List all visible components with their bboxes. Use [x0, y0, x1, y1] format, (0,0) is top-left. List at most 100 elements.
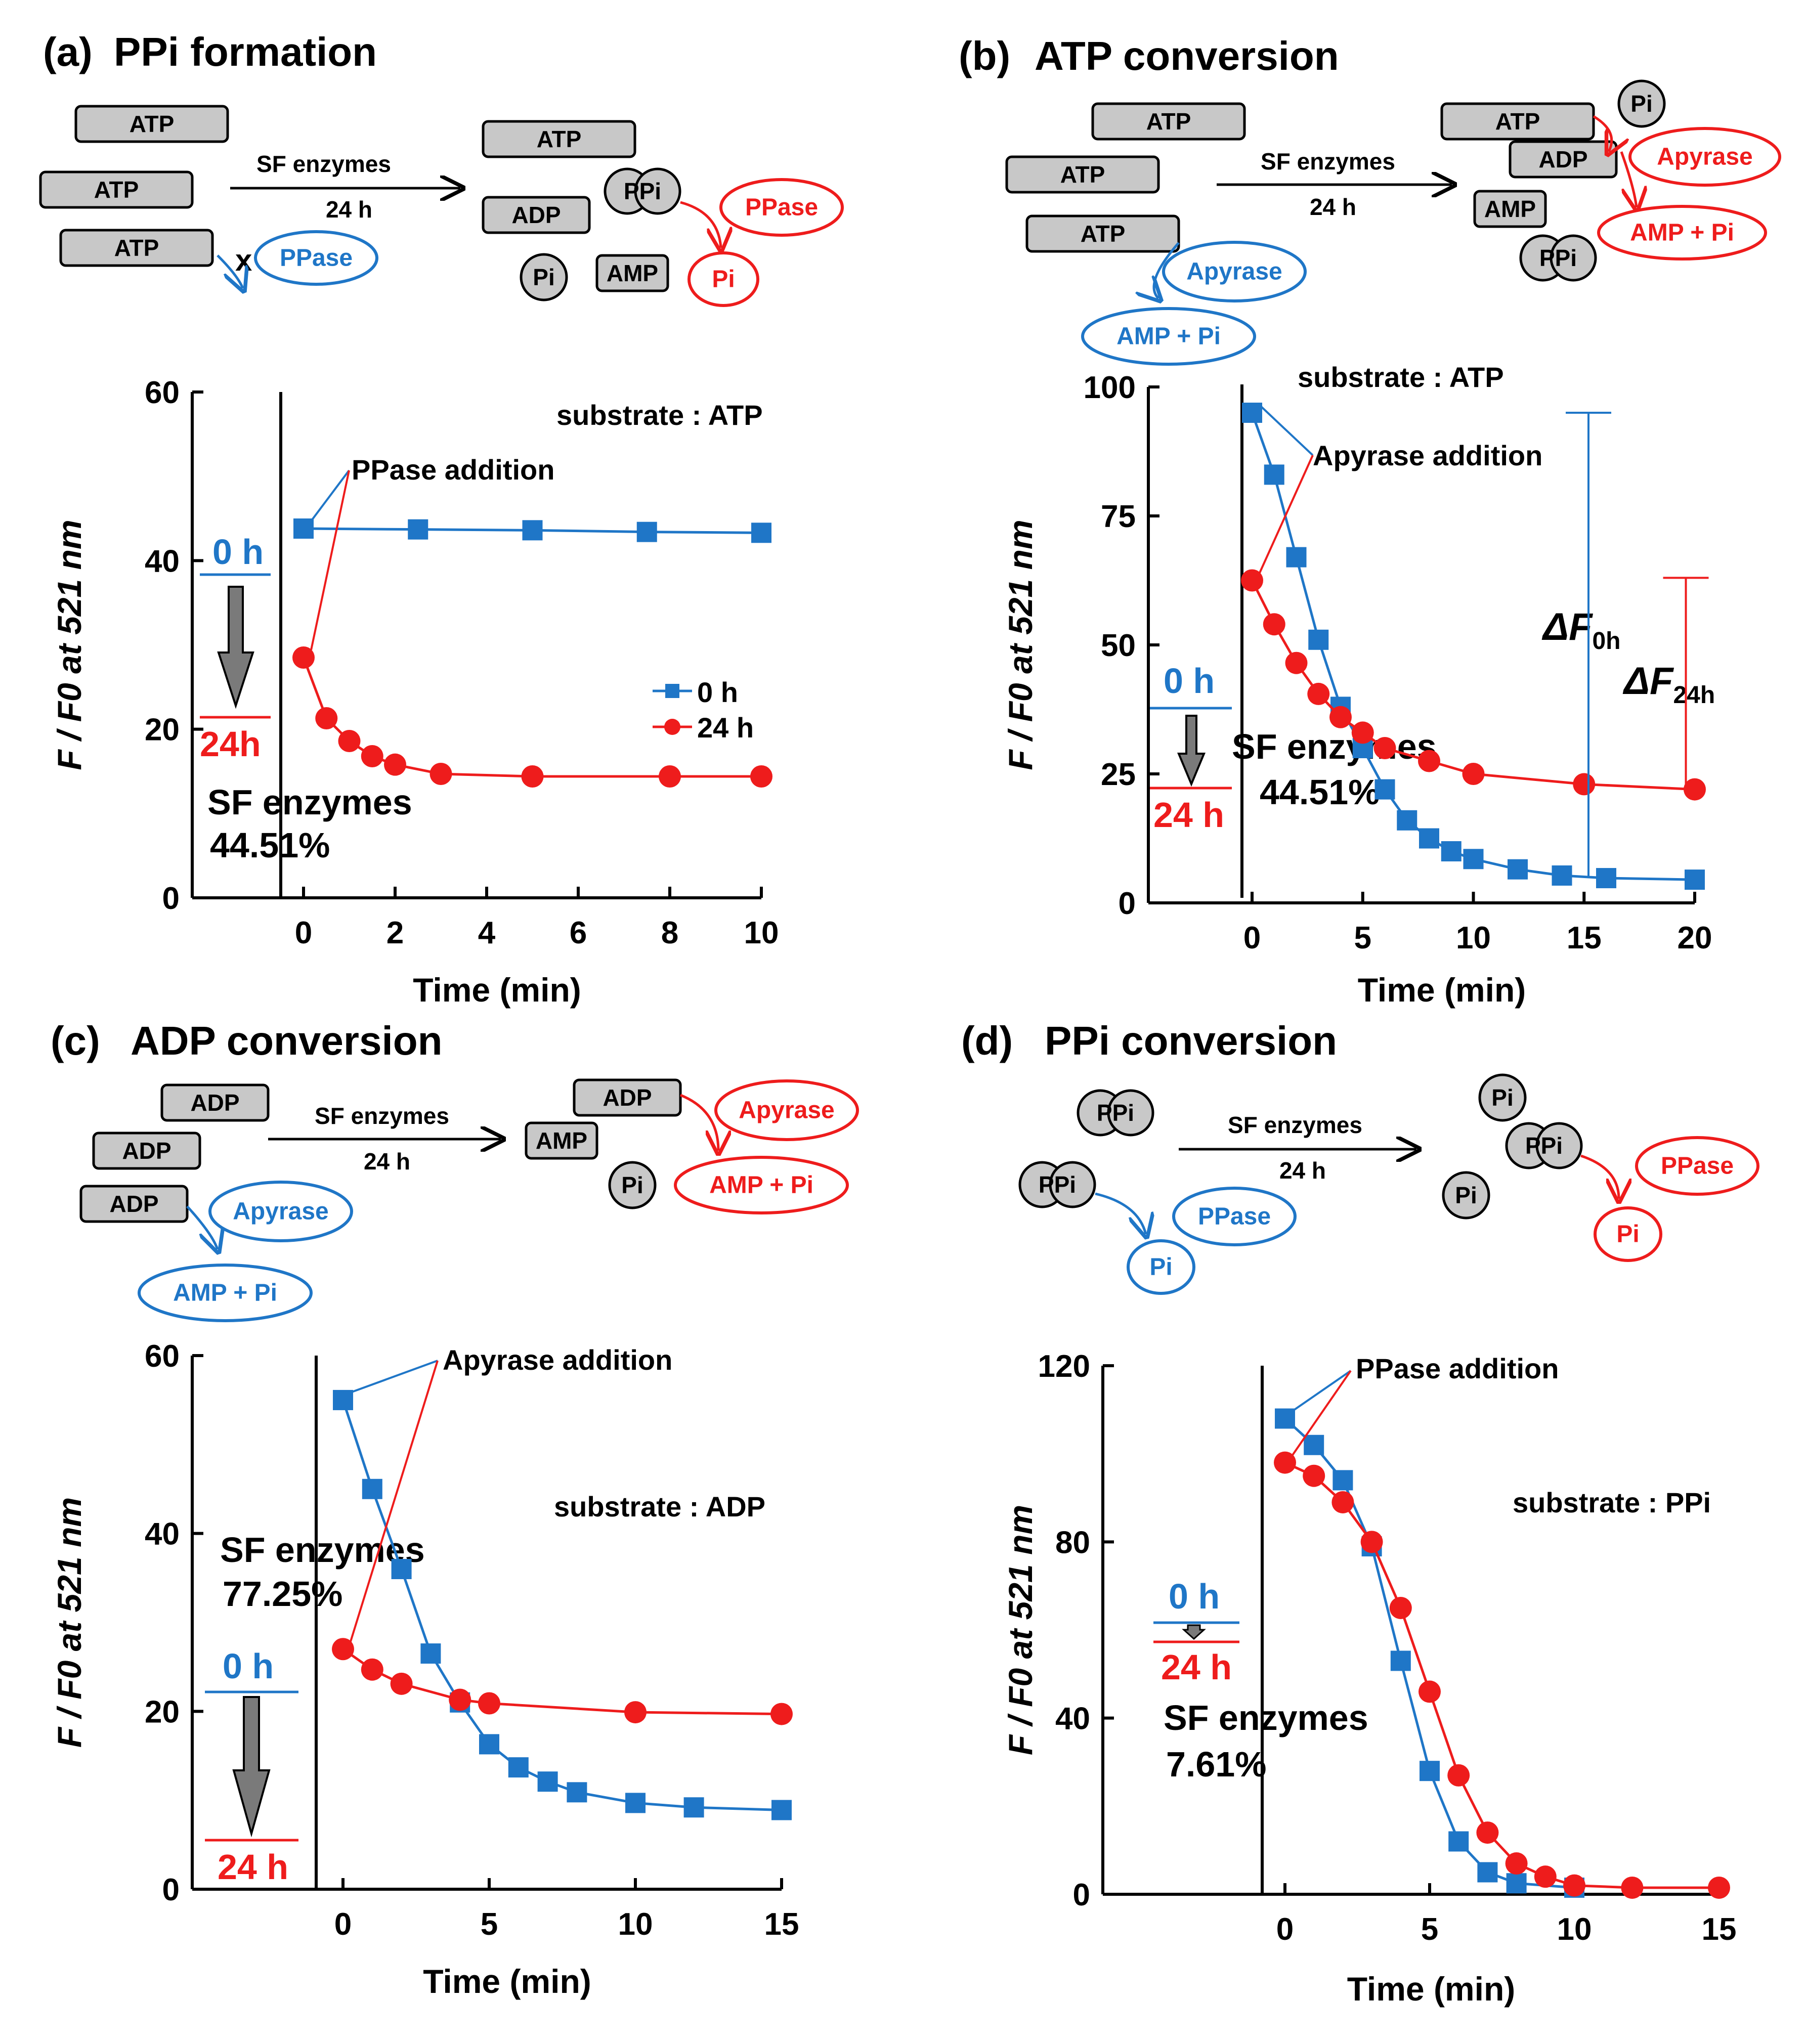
x-axis-title: Time (min) — [1358, 971, 1526, 1009]
x-tick-label: 0 — [295, 916, 312, 950]
d-left-product — [1127, 1239, 1195, 1295]
a-right-box-adp — [482, 196, 591, 234]
x-tick-label: 5 — [1421, 1912, 1438, 1947]
point-24h — [1476, 1821, 1499, 1844]
point-24h — [1418, 750, 1440, 772]
b-substrate-label: substrate : ATP — [1298, 361, 1504, 393]
point-0h — [1685, 869, 1705, 890]
c-left-ellipse — [208, 1181, 353, 1242]
b-right-box-adp-text: ADP — [1538, 146, 1587, 172]
panel-d-label: (d) — [961, 1018, 1013, 1063]
b-right-circle-pi-text: Pi — [1630, 91, 1652, 117]
d-right-circle-pi-2 — [1442, 1171, 1490, 1220]
y-tick-label: 100 — [1084, 370, 1136, 405]
point-24h — [361, 1658, 383, 1681]
d-left-arrow — [1095, 1192, 1146, 1234]
panel-b-scheme: ATP ATP ATP Apyrase AMP + Pi SF enzymes … — [1005, 79, 1781, 366]
point-0h — [771, 1800, 792, 1820]
y-tick-label: 0 — [1119, 886, 1136, 921]
c-left-ellipse-text: Apyrase — [233, 1198, 328, 1225]
b-sf-label: SF enzymes — [1232, 727, 1437, 766]
panel-c-series — [332, 1389, 793, 1820]
d-left-ppi-1-text: PPi — [1097, 1100, 1134, 1126]
c-substrate-label: substrate : ADP — [554, 1491, 765, 1523]
y-tick-label: 0 — [162, 881, 180, 916]
point-0h — [1508, 859, 1528, 880]
c-left-box-3 — [79, 1185, 189, 1223]
c-left-box-2 — [92, 1132, 201, 1170]
c-time-label: 24 h — [364, 1148, 410, 1175]
point-24h — [390, 1672, 413, 1695]
d-right-circle-pi-2-text: Pi — [1455, 1182, 1477, 1208]
y-axis-title: F / F0 at 521 nm — [51, 519, 88, 770]
point-0h — [1275, 1408, 1295, 1429]
point-0h — [683, 1797, 704, 1818]
point-24h — [1285, 651, 1308, 674]
y-tick-label: 40 — [145, 544, 180, 579]
c-right-circle-pi-text: Pi — [621, 1172, 643, 1198]
a-addition-label: PPase addition — [352, 454, 554, 486]
point-24h — [770, 1703, 793, 1725]
a-left-ellipse — [254, 230, 378, 286]
a-left-box-3 — [59, 229, 214, 267]
b-time-label: 24 h — [1310, 194, 1356, 220]
d-right-ellipse — [1635, 1136, 1759, 1196]
y-axis-title: F / F0 at 521 nm — [1002, 519, 1039, 770]
x-tick-label: 4 — [478, 916, 496, 950]
plot-marks — [292, 403, 1730, 1899]
x-tick-label: 10 — [1456, 921, 1491, 955]
y-tick-label: 75 — [1101, 499, 1136, 534]
x-tick-label: 8 — [661, 916, 678, 950]
point-24h — [1534, 1865, 1557, 1888]
a-right-box-amp — [595, 254, 669, 292]
b-right-arrow-1 — [1593, 115, 1612, 152]
d-left-ellipse-text: PPase — [1198, 1203, 1271, 1230]
a-right-box-atp-text: ATP — [537, 126, 582, 152]
b-left-box-2-text: ATP — [1060, 161, 1105, 188]
point-0h — [1419, 828, 1439, 849]
d-right-ppi-text: PPi — [1525, 1133, 1563, 1159]
c-left-product-text: AMP + Pi — [173, 1280, 277, 1307]
c-right-box-adp — [573, 1078, 682, 1117]
a-left-box-1-text: ATP — [130, 111, 175, 137]
panel-b: (b) ATP conversion ATP ATP ATP Apyrase A… — [959, 33, 1781, 1009]
point-24h — [1563, 1874, 1585, 1897]
panel-c: (c) ADP conversion ADP ADP ADP Apyrase A… — [51, 1018, 859, 2000]
x-tick-label: 15 — [1702, 1912, 1737, 1947]
a-right-circle-pi — [520, 253, 568, 301]
a-right-box-adp-text: ADP — [511, 202, 561, 228]
d-right-ppi: PPi — [1505, 1122, 1583, 1169]
panel-d-scheme: PPi PPi PPase Pi SF enzymes 24 h Pi PPi … — [1018, 1073, 1759, 1295]
a-axes: 0 20 40 60 0 2 4 6 8 10 Time (min) F / F0 at 521 nm — [51, 375, 779, 1009]
panel-a-scheme: ATP ATP ATP x PPase SF enzymes 24 h ATP … — [39, 105, 844, 307]
point-24h — [1389, 1596, 1412, 1619]
b-left-ellipse-text: Apyrase — [1186, 258, 1282, 285]
a-right-circle-pi-text: Pi — [533, 264, 554, 290]
b-left-box-3 — [1025, 214, 1180, 253]
b-right-ellipse — [1628, 127, 1781, 187]
a-sf-value: 44.51% — [210, 825, 330, 865]
addition-leader-line — [1292, 1370, 1352, 1412]
point-0h — [567, 1782, 587, 1803]
x-tick-label: 10 — [744, 916, 779, 950]
y-tick-label: 0 — [162, 1873, 180, 1907]
c-right-circle-pi — [608, 1161, 657, 1209]
panel-b-title: ATP conversion — [1035, 33, 1339, 78]
a-right-box-atp — [482, 120, 636, 158]
addition-leader-line — [310, 469, 350, 522]
point-24h — [1303, 1464, 1325, 1487]
b-left-product — [1081, 307, 1256, 366]
point-0h — [1463, 849, 1484, 869]
b-right-product — [1597, 205, 1767, 260]
point-0h — [1552, 865, 1572, 886]
point-0h — [479, 1734, 499, 1755]
c-addition-label: Apyrase addition — [443, 1344, 672, 1376]
y-tick-label: 60 — [145, 375, 180, 410]
b-axes: 0 25 50 75 100 0 5 10 15 20 Time (min) F / F0 at 52… — [1002, 370, 1712, 1009]
point-0h — [1390, 1650, 1411, 1671]
a-left-box-3-text: ATP — [114, 235, 159, 261]
b-24h-label: 24 h — [1153, 795, 1224, 835]
d-decrease-arrow — [1182, 1624, 1206, 1640]
c-left-box-3-text: ADP — [109, 1191, 158, 1217]
point-24h — [1263, 613, 1285, 636]
